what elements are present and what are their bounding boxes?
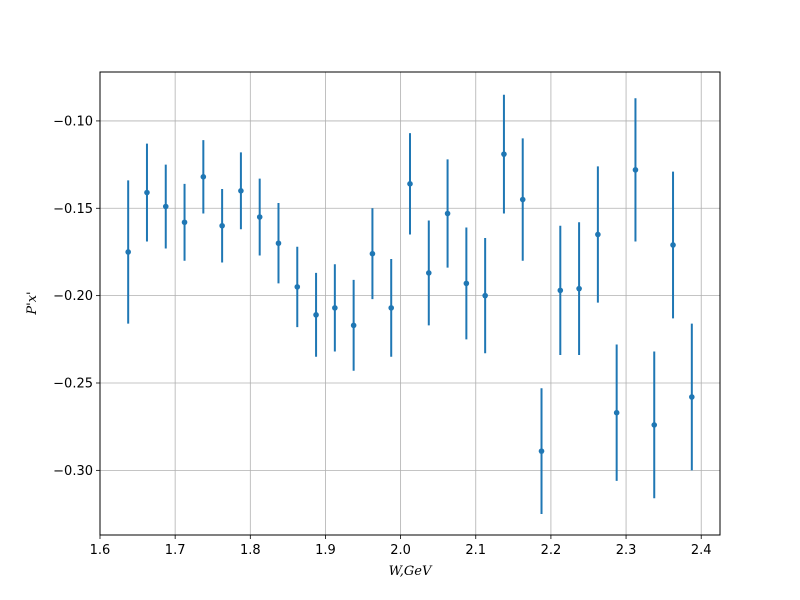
data-point bbox=[200, 174, 207, 180]
y-axis: −0.30 −0.25 −0.20 −0.15 −0.10 bbox=[53, 114, 100, 479]
data-point bbox=[350, 322, 357, 329]
x-tick-label: 1.7 bbox=[165, 543, 186, 558]
x-tick-label: 2.0 bbox=[390, 543, 411, 558]
data-point bbox=[407, 181, 413, 187]
data-point bbox=[689, 394, 695, 400]
data-point bbox=[576, 285, 582, 292]
data-point bbox=[162, 203, 169, 210]
data-point bbox=[595, 231, 601, 238]
data-point bbox=[256, 214, 263, 220]
data-point bbox=[444, 210, 451, 217]
data-point bbox=[501, 151, 507, 157]
x-tick-label: 1.6 bbox=[90, 543, 111, 558]
data-point bbox=[125, 249, 131, 255]
data-point bbox=[219, 222, 225, 229]
x-tick-label: 2.4 bbox=[691, 543, 712, 558]
data-point bbox=[519, 196, 526, 203]
data-point bbox=[425, 270, 432, 276]
data-point bbox=[613, 409, 620, 416]
x-tick-label: 1.8 bbox=[240, 543, 261, 558]
data-point bbox=[332, 305, 338, 311]
x-tick-label: 2.1 bbox=[465, 543, 486, 558]
data-point bbox=[632, 167, 639, 173]
data-point bbox=[275, 240, 282, 247]
data-point bbox=[482, 292, 488, 299]
data-point bbox=[388, 305, 395, 311]
data-point bbox=[670, 242, 676, 248]
data-point bbox=[181, 219, 188, 226]
data-point bbox=[144, 189, 150, 196]
y-tick-label: −0.30 bbox=[53, 464, 93, 479]
x-tick-label: 1.9 bbox=[315, 543, 336, 558]
data-point bbox=[557, 287, 564, 294]
y-tick-label: −0.25 bbox=[53, 376, 93, 391]
y-tick-label: −0.15 bbox=[53, 202, 93, 217]
data-point bbox=[463, 280, 470, 287]
x-tick-label: 2.3 bbox=[616, 543, 637, 558]
y-tick-label: −0.10 bbox=[53, 114, 93, 129]
data-points bbox=[125, 94, 695, 515]
data-point bbox=[238, 188, 244, 194]
data-point bbox=[313, 312, 319, 318]
x-axis-label: W,GeV bbox=[389, 564, 433, 579]
data-point bbox=[538, 448, 545, 454]
data-point bbox=[651, 422, 658, 428]
x-axis: 1.6 1.7 1.8 1.9 2.0 2.1 2.2 2.3 2.4 bbox=[90, 535, 712, 558]
y-axis-label: P'x' bbox=[25, 291, 40, 315]
data-point bbox=[369, 250, 376, 257]
plot-frame bbox=[99, 71, 721, 536]
y-tick-label: −0.20 bbox=[53, 289, 93, 304]
data-point bbox=[294, 284, 301, 290]
x-tick-label: 2.2 bbox=[541, 543, 562, 558]
